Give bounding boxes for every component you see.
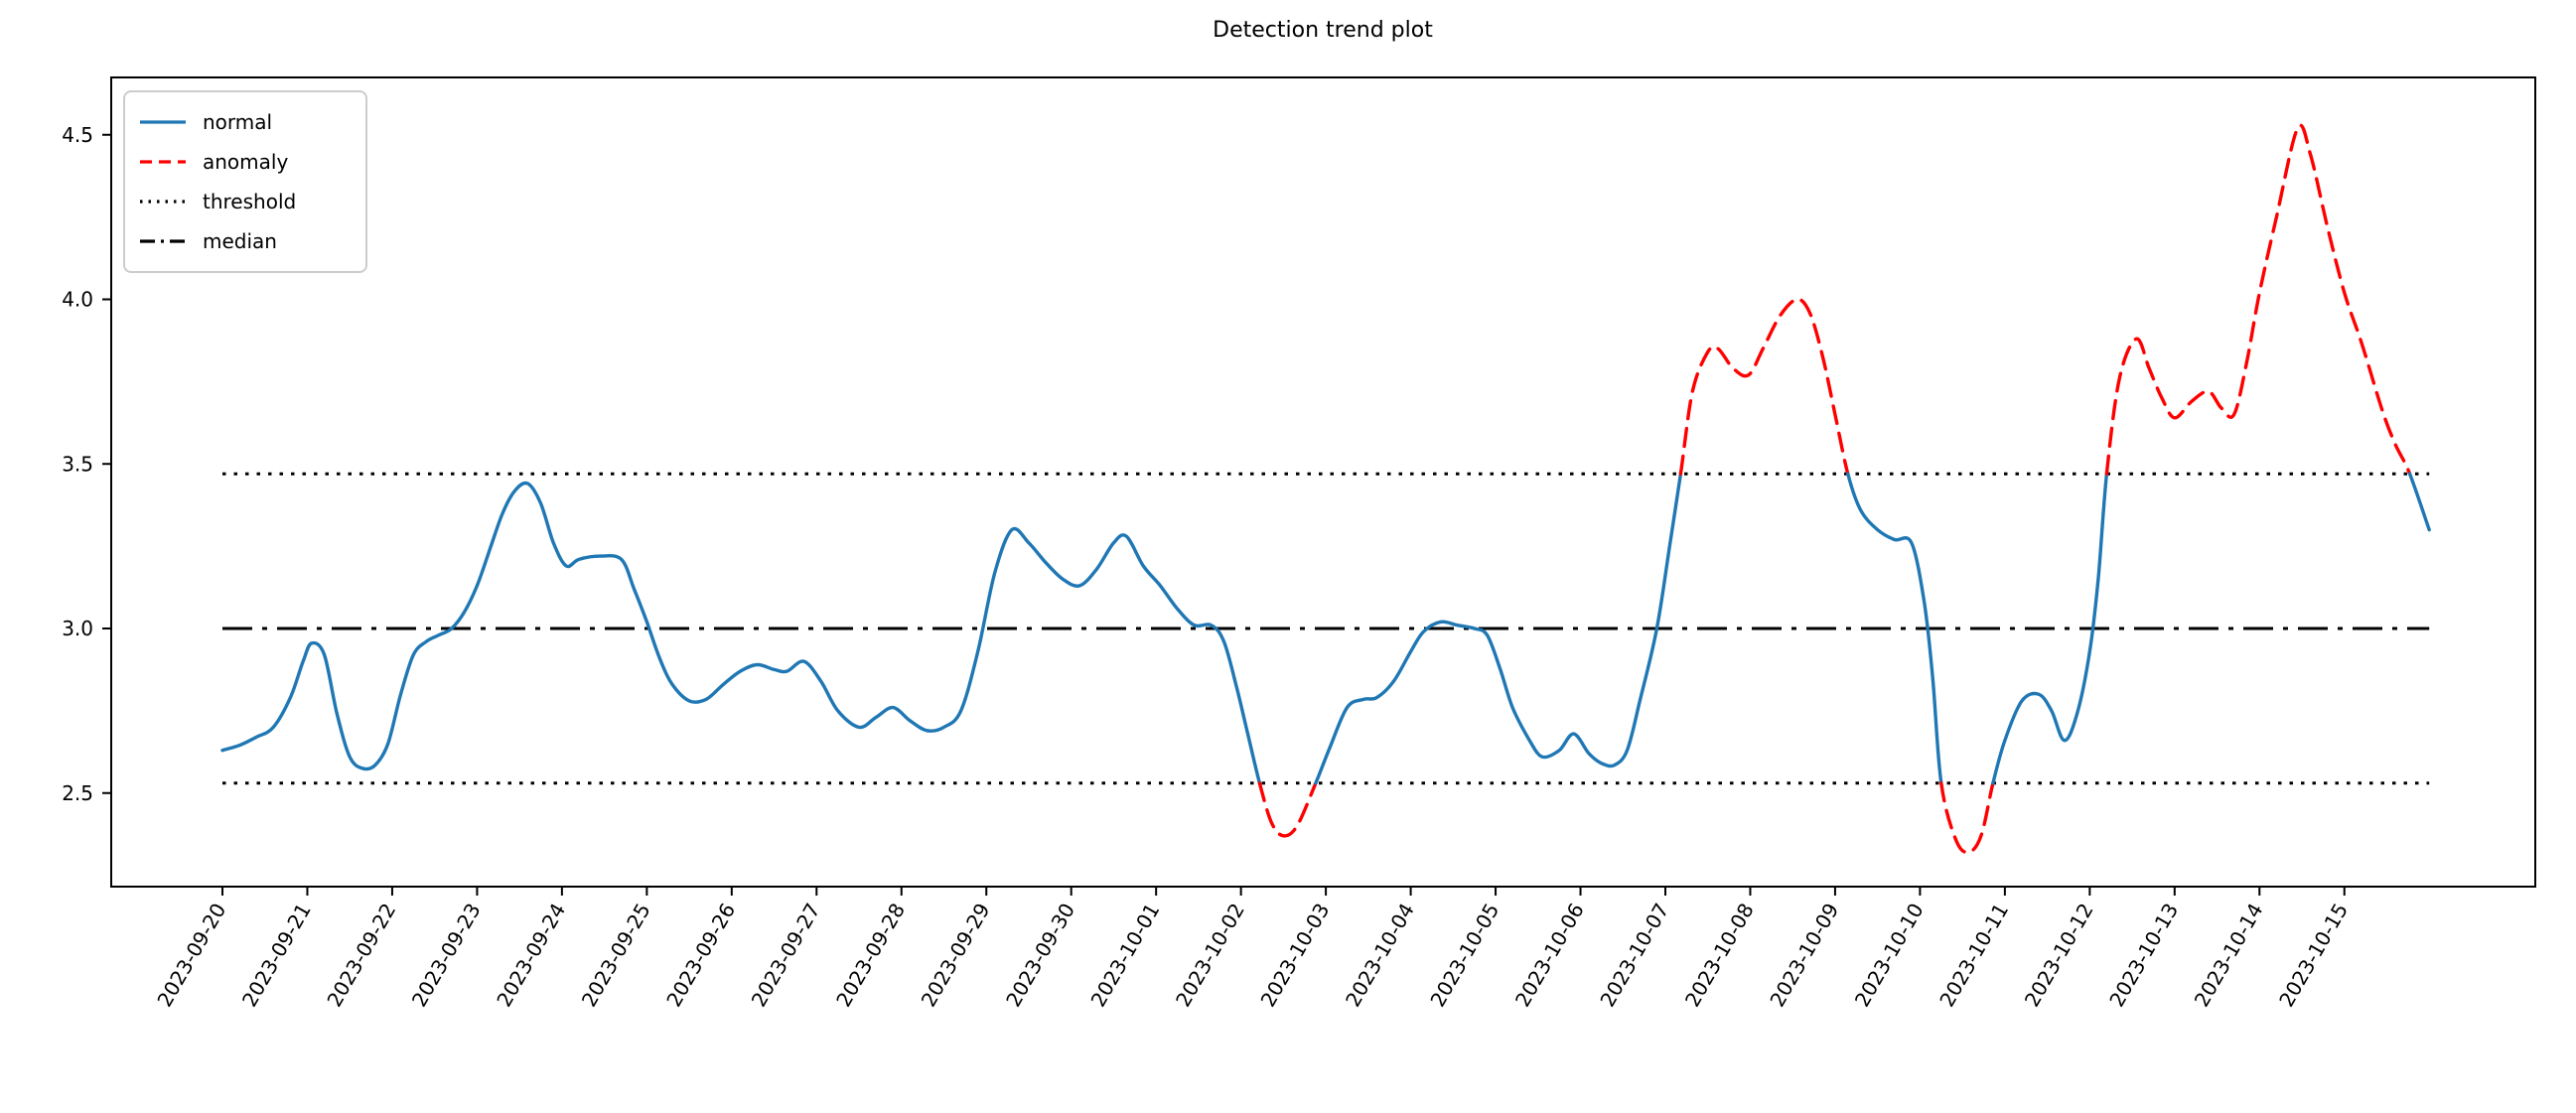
x-tick-label: 2023-09-24 bbox=[492, 900, 570, 1012]
y-tick-label: 3.0 bbox=[62, 617, 93, 640]
legend-item-threshold: threshold bbox=[139, 182, 350, 221]
x-tick-label: 2023-10-04 bbox=[1341, 900, 1419, 1012]
legend-label-anomaly: anomaly bbox=[203, 150, 289, 174]
plot-frame bbox=[110, 76, 2536, 888]
legend-item-anomaly: anomaly bbox=[139, 142, 350, 182]
legend-line-sample-anomaly bbox=[140, 160, 186, 164]
x-tick-label: 2023-10-05 bbox=[1425, 900, 1503, 1012]
x-tick-label: 2023-10-02 bbox=[1171, 900, 1249, 1012]
chart-title: Detection trend plot bbox=[1213, 18, 1433, 43]
legend-line-sample-threshold bbox=[140, 200, 186, 204]
anomaly-line-segment bbox=[2104, 123, 2412, 476]
legend-label-threshold: threshold bbox=[203, 190, 297, 213]
x-tick-label: 2023-09-20 bbox=[152, 900, 230, 1012]
legend-line-sample-median bbox=[140, 239, 186, 243]
x-tick-label: 2023-10-08 bbox=[1680, 900, 1759, 1012]
y-tick-label: 2.5 bbox=[62, 781, 93, 805]
x-tick-label: 2023-09-27 bbox=[747, 900, 825, 1012]
x-tick-label: 2023-10-12 bbox=[2020, 900, 2098, 1012]
anomaly-line-segment bbox=[1678, 297, 1850, 476]
x-tick-label: 2023-10-06 bbox=[1510, 900, 1589, 1012]
normal-line-segment bbox=[2407, 472, 2431, 532]
legend-box: normal anomaly threshold median bbox=[123, 90, 367, 273]
x-tick-label: 2023-09-30 bbox=[1001, 900, 1079, 1012]
x-tick-label: 2023-09-26 bbox=[661, 900, 740, 1012]
x-tick-label: 2023-10-14 bbox=[2190, 900, 2268, 1012]
y-tick-label: 4.0 bbox=[62, 288, 93, 312]
x-tick-label: 2023-10-10 bbox=[1850, 900, 1929, 1012]
x-tick-label: 2023-10-03 bbox=[1256, 900, 1335, 1012]
y-tick-label: 3.5 bbox=[62, 452, 93, 476]
normal-line-segment bbox=[1314, 472, 1683, 785]
x-tick-label: 2023-10-11 bbox=[1934, 900, 2013, 1012]
legend-item-normal: normal bbox=[139, 102, 350, 142]
legend-line-sample-normal bbox=[140, 120, 186, 124]
x-tick-label: 2023-10-13 bbox=[2104, 900, 2183, 1012]
x-tick-label: 2023-09-21 bbox=[237, 900, 316, 1012]
x-tick-label: 2023-09-23 bbox=[407, 900, 486, 1012]
legend-label-normal: normal bbox=[203, 110, 273, 134]
normal-line-segment bbox=[1846, 472, 1943, 785]
x-tick-label: 2023-09-22 bbox=[322, 900, 400, 1012]
legend-item-median: median bbox=[139, 221, 350, 261]
x-tick-label: 2023-10-15 bbox=[2274, 900, 2353, 1012]
anomaly-line-segment bbox=[1257, 781, 1318, 838]
legend-label-median: median bbox=[203, 229, 277, 253]
x-tick-label: 2023-09-28 bbox=[831, 900, 910, 1012]
x-tick-label: 2023-10-09 bbox=[1765, 900, 1843, 1012]
x-tick-label: 2023-10-07 bbox=[1595, 900, 1673, 1012]
x-tick-label: 2023-09-29 bbox=[917, 900, 995, 1012]
y-tick-label: 4.5 bbox=[62, 123, 93, 147]
x-tick-label: 2023-09-25 bbox=[577, 900, 655, 1012]
normal-line-segment bbox=[1991, 472, 2109, 785]
anomaly-line-segment bbox=[1939, 781, 1995, 855]
normal-line-segment bbox=[220, 481, 1262, 785]
x-tick-label: 2023-10-01 bbox=[1086, 900, 1165, 1012]
